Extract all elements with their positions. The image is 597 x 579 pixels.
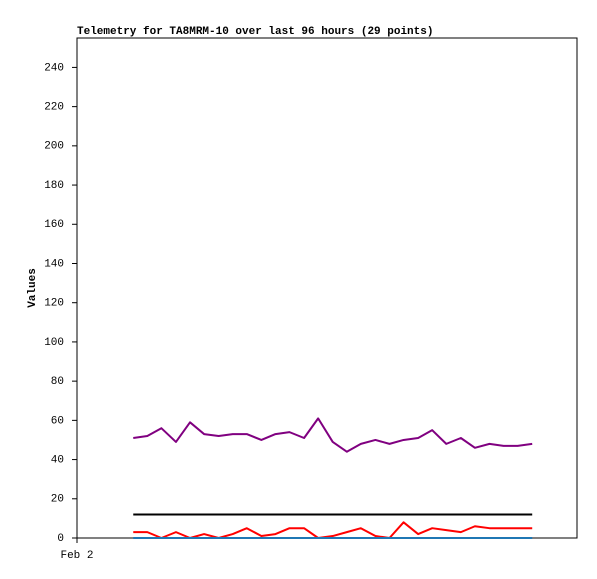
y-tick-label: 0 — [57, 533, 64, 545]
x-tick-label: Feb 2 — [60, 550, 93, 562]
y-tick-label: 140 — [44, 258, 64, 270]
chart-title: Telemetry for TA8MRM-10 over last 96 hou… — [77, 26, 433, 38]
y-tick-label: 200 — [44, 141, 64, 153]
plot-frame — [76, 37, 578, 539]
y-tick-label: 100 — [44, 337, 64, 349]
y-tick-label: 240 — [44, 62, 64, 74]
y-tick-label: 180 — [44, 180, 64, 192]
series-line — [133, 521, 533, 539]
y-axis-label: Values — [27, 268, 39, 308]
y-tick-label: 60 — [51, 415, 64, 427]
series-line — [133, 417, 533, 453]
y-tick-label: 40 — [51, 454, 64, 466]
y-tick-label: 20 — [51, 494, 64, 506]
y-tick-label: 220 — [44, 102, 64, 114]
y-tick-label: 120 — [44, 298, 64, 310]
y-tick-label: 80 — [51, 376, 64, 388]
y-tick-label: 160 — [44, 219, 64, 231]
